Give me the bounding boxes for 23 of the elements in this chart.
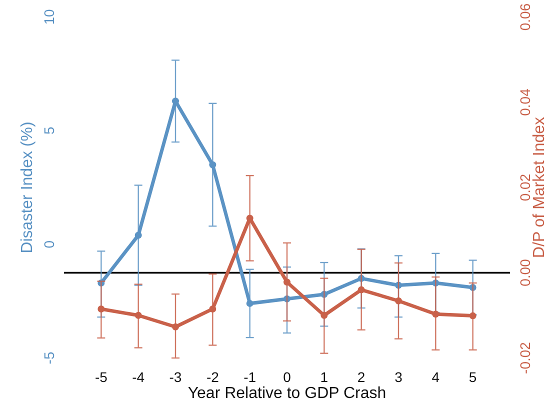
y2-tick-label: 0.00	[517, 258, 533, 286]
x-tick-label: 0	[283, 369, 292, 385]
y2-tick-label: 0.04	[517, 88, 533, 116]
y2-tick-label: 0.06	[517, 3, 533, 31]
y-tick-label: 5	[41, 126, 57, 135]
y-tick-label: 10	[41, 9, 57, 25]
x-tick-label: -2	[206, 369, 220, 385]
x-tick-label: -1	[244, 369, 256, 385]
x-tick-label: 5	[468, 369, 477, 385]
y2-tick-label: -0.02	[517, 342, 533, 374]
y-tick-label: 0	[41, 240, 57, 248]
y-tick-label: -5	[41, 352, 57, 364]
x-tick-label: 4	[432, 369, 440, 385]
y-axis-title: Disaster Index (%)	[19, 122, 36, 254]
x-tick-label: 2	[357, 369, 366, 385]
x-tick-label: -5	[94, 369, 108, 385]
x-tick-label: 1	[320, 369, 328, 385]
x-axis-title: Year Relative to GDP Crash	[188, 385, 386, 402]
y2-axis-title: D/P of Market Index	[531, 116, 548, 258]
x-tick-label: 3	[394, 369, 403, 385]
y2-tick-label: 0.02	[517, 174, 533, 202]
x-tick-label: -4	[132, 369, 145, 385]
x-tick-label: -3	[169, 369, 182, 385]
